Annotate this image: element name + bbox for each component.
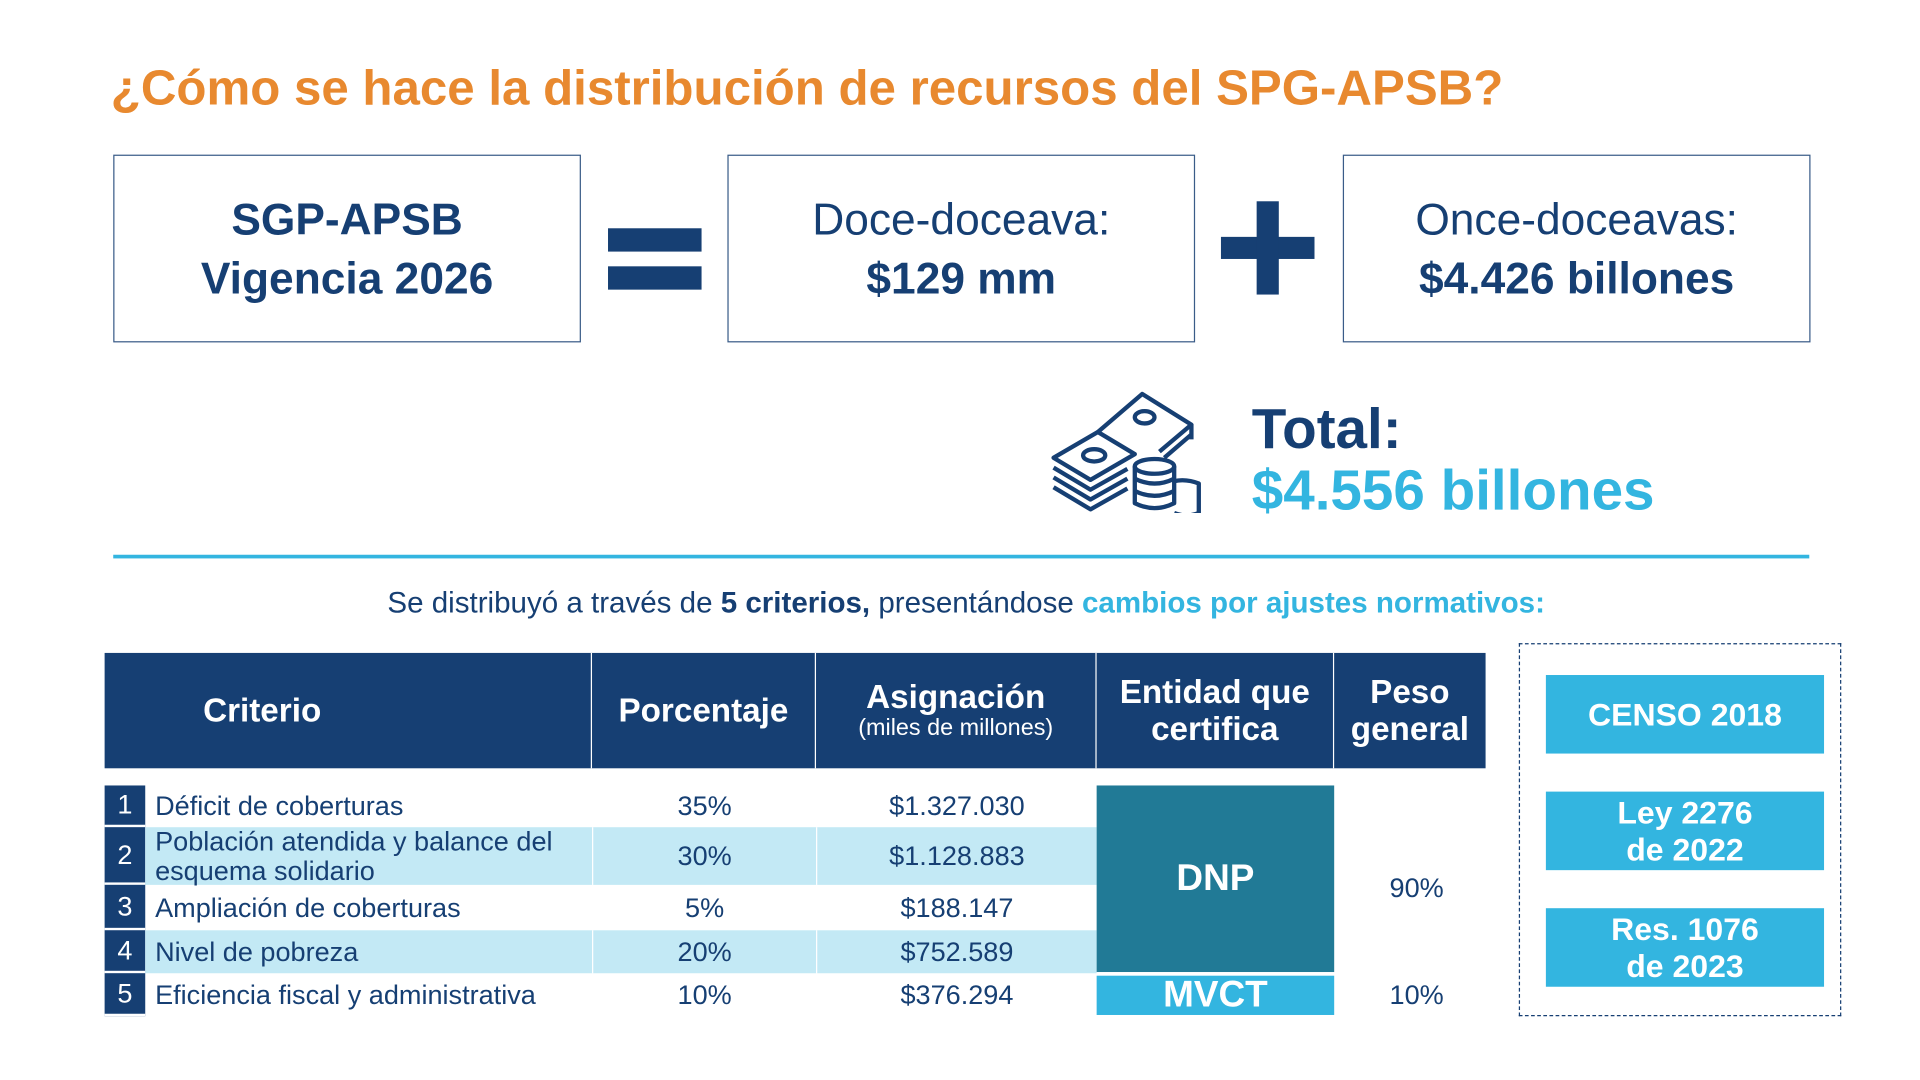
row-porcentaje: 20%	[592, 930, 817, 974]
header-criterio-label: Criterio	[203, 692, 322, 730]
criteria-sentence: Se distribuyó a través de 5 criterios, p…	[0, 587, 1920, 621]
doce-label: Doce-doceava:	[812, 193, 1111, 244]
header-criterio: Criterio	[104, 652, 593, 769]
change-line1: CENSO 2018	[1588, 695, 1782, 733]
sentence-part1: Se distribuyó a través de	[387, 586, 721, 620]
row-criterio: Eficiencia fiscal y administrativa	[155, 978, 536, 1010]
entidad-mvct: MVCT	[1096, 975, 1335, 1015]
change-line1: Ley 2276	[1617, 794, 1753, 831]
row-criterio: Población atendida y balance del esquema…	[145, 826, 593, 885]
row-porcentaje: 5%	[592, 884, 816, 931]
once-doceavas-box: Once-doceavas: $4.426 billones	[1342, 154, 1811, 343]
sgp-line1: SGP-APSB	[231, 193, 463, 244]
sgp-box: SGP-APSB Vigencia 2026	[113, 154, 581, 343]
change-line2: de 2022	[1626, 830, 1744, 868]
changes-panel	[1518, 643, 1842, 1017]
doce-doceava-box: Doce-doceava: $129 mm	[727, 154, 1196, 343]
header-porcentaje: Porcentaje	[592, 652, 817, 769]
entidad-dnp: DNP	[1096, 785, 1335, 973]
once-label: Once-doceavas:	[1415, 193, 1738, 244]
row-criterio: Nivel de pobreza	[145, 930, 593, 974]
total-value: $4.556 billones	[1251, 457, 1655, 522]
divider	[113, 554, 1810, 559]
header-asignacion-sub: (miles de millones)	[858, 715, 1054, 742]
once-value: $4.426 billones	[1419, 252, 1735, 303]
change-line1: Res. 1076	[1611, 910, 1759, 948]
header-asignacion-label: Asignación	[866, 678, 1046, 716]
row-criterio: Ampliación de coberturas	[155, 891, 461, 923]
row-asignacion: $1.327.030	[816, 785, 1097, 828]
doce-value: $129 mm	[866, 252, 1057, 303]
page-title: ¿Cómo se hace la distribución de recurso…	[110, 61, 1504, 116]
row-asignacion: $376.294	[816, 973, 1097, 1017]
equals-icon	[608, 228, 702, 290]
header-porcentaje-label: Porcentaje	[618, 692, 789, 730]
row-criterio: Déficit de coberturas	[155, 790, 404, 822]
row-porcentaje: 30%	[592, 827, 817, 885]
sentence-part2: presentándose	[870, 586, 1083, 620]
plus-icon	[1220, 201, 1315, 295]
change-ley-2276: Ley 2276 de 2022	[1545, 791, 1825, 871]
sentence-bold: 5 criterios,	[720, 586, 871, 620]
change-res-1076: Res. 1076 de 2023	[1545, 908, 1825, 987]
row-asignacion: $752.589	[816, 930, 1097, 974]
total-label: Total:	[1251, 396, 1402, 461]
header-asignacion: Asignación (miles de millones)	[816, 652, 1097, 769]
sentence-highlight: cambios por ajustes normativos:	[1082, 586, 1545, 620]
row-asignacion: $1.128.883	[816, 827, 1097, 885]
row-number: 5	[104, 973, 146, 1017]
header-peso: Peso general	[1334, 652, 1486, 769]
peso-mvct: 10%	[1389, 979, 1444, 1011]
row-number: 4	[104, 930, 146, 974]
header-entidad-label: Entidad que certifica	[1119, 673, 1310, 748]
row-number: 2	[104, 827, 146, 885]
row-porcentaje: 10%	[592, 973, 816, 1017]
change-censo-2018: CENSO 2018	[1545, 675, 1825, 754]
peso-dnp: 90%	[1389, 872, 1444, 904]
row-number: 1	[104, 785, 146, 828]
header-peso-label: Peso general	[1350, 673, 1469, 748]
row-porcentaje: 35%	[592, 785, 816, 828]
header-entidad: Entidad que certifica	[1096, 652, 1335, 769]
row-asignacion: $188.147	[816, 884, 1097, 931]
change-line2: de 2023	[1626, 947, 1744, 985]
row-number: 3	[104, 884, 146, 931]
money-stack-coins-icon	[1051, 391, 1201, 514]
sgp-line2: Vigencia 2026	[200, 252, 494, 303]
